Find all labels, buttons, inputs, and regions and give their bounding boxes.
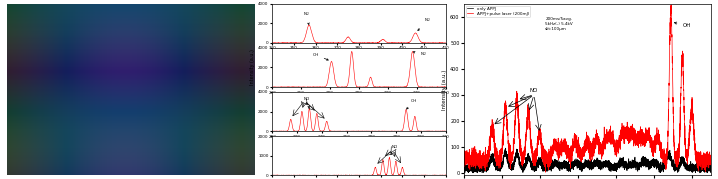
only APPJ — [501, 147, 510, 149]
Text: N$_2$: N$_2$ — [302, 10, 309, 25]
only APPJ — [460, 172, 469, 174]
APPJ+pulse laser (200mJ) — [667, 4, 676, 6]
Text: OH: OH — [674, 22, 691, 28]
APPJ+pulse laser (200mJ) — [644, 134, 653, 136]
only APPJ — [460, 167, 468, 169]
only APPJ — [607, 168, 616, 171]
Text: NO: NO — [391, 145, 398, 154]
APPJ+pulse laser (200mJ) — [620, 131, 629, 134]
Text: NO: NO — [303, 97, 309, 108]
Text: N$_2$: N$_2$ — [414, 51, 426, 58]
Text: N$_2$: N$_2$ — [418, 16, 431, 31]
APPJ+pulse laser (200mJ) — [607, 134, 616, 137]
APPJ+pulse laser (200mJ) — [504, 147, 513, 149]
APPJ+pulse laser (200mJ) — [460, 159, 468, 161]
only APPJ — [554, 166, 562, 168]
only APPJ — [707, 169, 715, 171]
Y-axis label: Intensity (a.u.): Intensity (a.u.) — [251, 49, 256, 85]
Y-axis label: Intensity (a.u.): Intensity (a.u.) — [442, 69, 447, 110]
APPJ+pulse laser (200mJ) — [663, 161, 671, 163]
Text: 200ms/5avg.
5kHz(-) 5.4kV
slit:100μm: 200ms/5avg. 5kHz(-) 5.4kV slit:100μm — [545, 17, 573, 31]
Line: only APPJ: only APPJ — [464, 148, 711, 173]
Line: APPJ+pulse laser (200mJ): APPJ+pulse laser (200mJ) — [464, 5, 711, 172]
only APPJ — [644, 161, 653, 163]
APPJ+pulse laser (200mJ) — [707, 155, 715, 157]
Text: OH: OH — [312, 53, 328, 60]
Legend: only APPJ, APPJ+pulse laser (200mJ): only APPJ, APPJ+pulse laser (200mJ) — [466, 6, 530, 17]
APPJ+pulse laser (200mJ) — [554, 157, 562, 159]
only APPJ — [663, 159, 671, 161]
Text: NO: NO — [530, 88, 538, 93]
Text: OH: OH — [406, 99, 417, 109]
only APPJ — [620, 162, 629, 164]
only APPJ — [504, 165, 513, 167]
APPJ+pulse laser (200mJ) — [541, 171, 550, 173]
